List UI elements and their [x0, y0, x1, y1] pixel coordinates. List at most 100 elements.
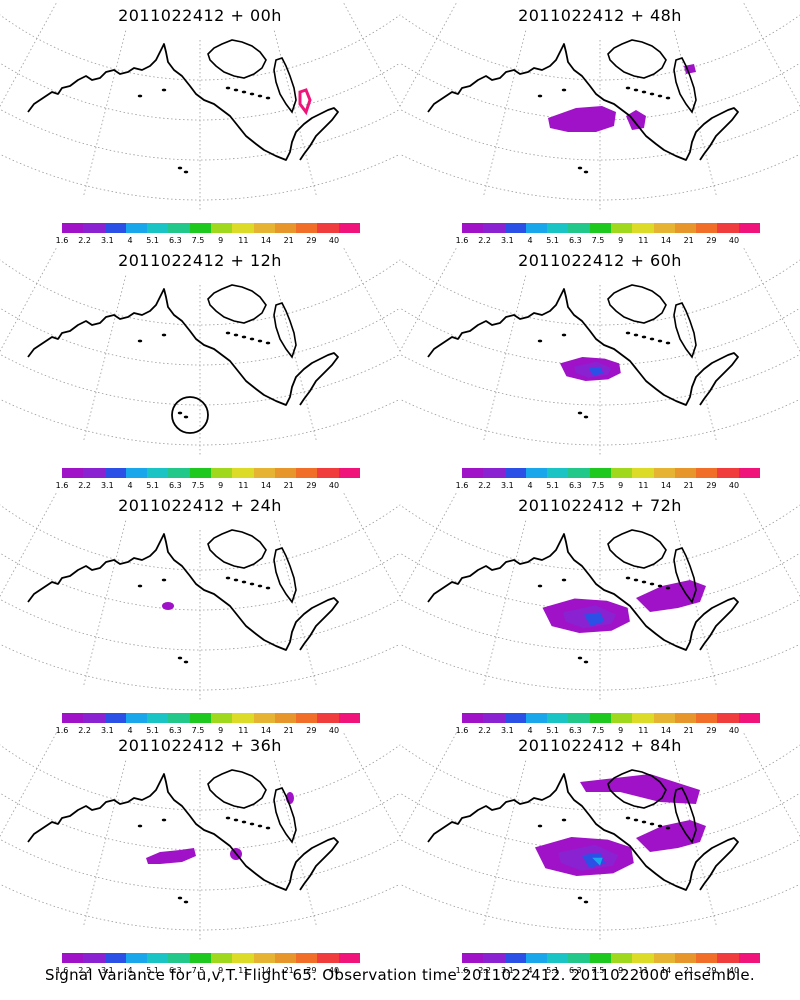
- colorbar-label: 1.6: [55, 966, 69, 975]
- colorbar-label: 3.1: [500, 966, 514, 975]
- colorbar-label: 1.6: [455, 726, 469, 735]
- colorbar-swatch: [589, 713, 611, 723]
- island: [233, 818, 239, 822]
- map-panel-24h: 2011022412 + 24h 1.6 2.2 3.1 4 5.1 6.3 7.5 9 11 1…: [0, 490, 400, 735]
- colorbar-swatch: [62, 713, 84, 723]
- colorbar-swatch: [232, 713, 254, 723]
- colorbar-swatch: [210, 713, 233, 723]
- colorbar-label: 6.3: [568, 481, 582, 490]
- longitude-line: [0, 3, 57, 107]
- variance-area: [636, 580, 706, 612]
- colorbar-label: 29: [306, 726, 317, 735]
- colorbar-label: 3.1: [500, 726, 514, 735]
- colorbar-swatch: [232, 468, 254, 478]
- latitude-line: [400, 153, 800, 201]
- longitude-line: [273, 760, 317, 926]
- colorbar-swatch: [317, 468, 339, 478]
- colorbar-swatch: [125, 953, 148, 963]
- colorbar-label: 3.1: [500, 236, 514, 245]
- colorbar-label: 3.1: [500, 481, 514, 490]
- colorbar-swatch: [274, 223, 297, 233]
- colorbar-swatch: [210, 468, 233, 478]
- latitude-line: [0, 643, 400, 691]
- island: [249, 582, 255, 586]
- colorbar-swatch: [274, 468, 297, 478]
- figure-caption: Signal Variance for u,v,T. Flight 65. Ob…: [44, 966, 756, 984]
- island: [633, 578, 639, 582]
- colorbar-label: 29: [706, 481, 717, 490]
- colorbar-swatch: [610, 953, 633, 963]
- colorbar-label: 40: [328, 726, 340, 735]
- island: [241, 820, 247, 824]
- island: [625, 816, 631, 820]
- colorbar-label: 14: [660, 236, 672, 245]
- colorbar-swatch: [674, 953, 697, 963]
- panel-title: 2011022412 + 60h: [518, 251, 682, 270]
- island: [625, 86, 631, 90]
- colorbar-label: 29: [306, 966, 317, 975]
- island: [633, 88, 639, 92]
- island: [561, 88, 567, 92]
- colorbar-labels: 1.6 2.2 3.1 4 5.1 6.3 7.5 9 11 14 21 29 40: [50, 726, 370, 736]
- colorbar-label: 14: [260, 726, 272, 735]
- colorbar-swatch: [504, 713, 526, 723]
- observation-circle: [171, 396, 209, 434]
- colorbar-label: 9: [218, 726, 224, 735]
- colorbar-label: 1.6: [455, 236, 469, 245]
- colorbar-labels: 1.6 2.2 3.1 4 5.1 6.3 7.5 9 11 14 21 29 40: [450, 726, 770, 736]
- colorbar-swatch: [147, 953, 169, 963]
- colorbar-swatch: [317, 713, 339, 723]
- island: [657, 584, 663, 588]
- colorbar-swatch: [483, 468, 505, 478]
- colorbar-swatch: [296, 223, 318, 233]
- island: [183, 415, 189, 419]
- colorbar-swatch: [168, 953, 190, 963]
- colorbar-label: 2.2: [78, 726, 92, 735]
- colorbar-swatch: [296, 468, 318, 478]
- colorbar-label: 11: [238, 481, 249, 490]
- latitude-line: [0, 398, 400, 446]
- colorbar-label: 40: [728, 236, 740, 245]
- island: [583, 660, 589, 664]
- colorbar-label: 5.1: [146, 966, 160, 975]
- coastline: [27, 533, 339, 651]
- colorbar-swatch: [589, 468, 611, 478]
- arctic-islands: [607, 529, 697, 604]
- colorbar-label: 21: [283, 726, 294, 735]
- colorbar-swatch: [210, 223, 233, 233]
- colorbar-swatch: [125, 468, 148, 478]
- colorbar-label: 1.6: [55, 726, 69, 735]
- colorbar-swatch: [62, 223, 84, 233]
- latitude-line: [400, 883, 800, 931]
- colorbar-swatch: [525, 713, 548, 723]
- longitude-line: [743, 3, 800, 107]
- colorbar-label: 2.2: [78, 236, 92, 245]
- island: [137, 94, 143, 98]
- island: [265, 96, 271, 100]
- island: [665, 341, 671, 345]
- colorbar-swatch: [610, 468, 633, 478]
- island: [537, 94, 543, 98]
- colorbar-swatch: [525, 953, 548, 963]
- island: [161, 333, 167, 337]
- panel-title: 2011022412 + 00h: [118, 6, 282, 25]
- colorbar-label: 40: [728, 481, 740, 490]
- colorbar-label: 2.2: [478, 236, 492, 245]
- graticule: [0, 248, 400, 455]
- colorbar-swatch: [104, 468, 126, 478]
- map-panel-36h: 2011022412 + 36h 1.6 2.2 3.1 4 5.1 6.3 7.5 9 11 1…: [0, 730, 400, 975]
- island: [177, 896, 183, 900]
- colorbar-swatch: [738, 713, 760, 723]
- colorbar-label: 4: [127, 236, 133, 245]
- variance-area: [146, 848, 196, 864]
- colorbar-label: 7.5: [591, 236, 605, 245]
- colorbar-label: 5.1: [546, 726, 560, 735]
- variance-area: [162, 602, 174, 610]
- colorbar-label: 6.3: [568, 726, 582, 735]
- colorbar-label: 40: [328, 966, 340, 975]
- map-panel-72h: 2011022412 + 72h 1.6 2.2 3.1 4 5.1 6.3 7.5 9 11 1…: [400, 490, 800, 735]
- island: [225, 86, 231, 90]
- island: [161, 578, 167, 582]
- coastline: [27, 773, 339, 891]
- colorbar-label: 21: [683, 726, 694, 735]
